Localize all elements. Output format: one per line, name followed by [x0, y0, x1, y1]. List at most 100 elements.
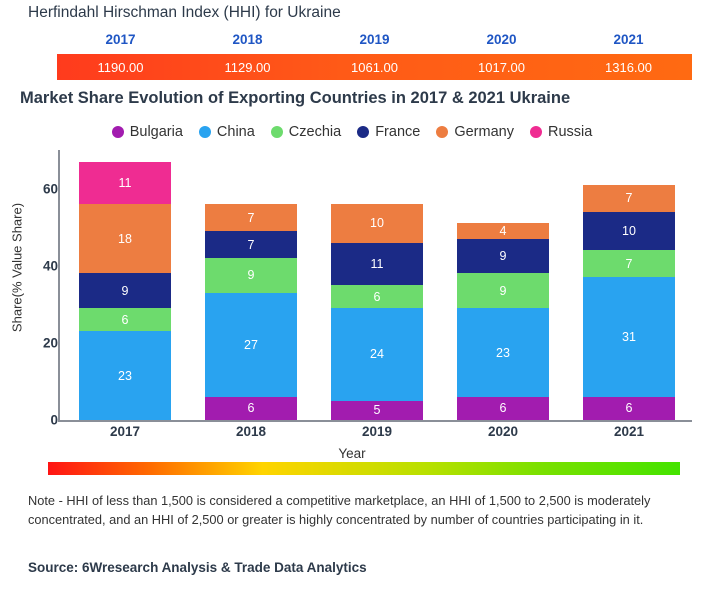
- bar-segment[interactable]: 6: [79, 308, 171, 332]
- legend-item[interactable]: Bulgaria: [111, 124, 183, 140]
- legend-swatch-icon: [529, 126, 542, 138]
- y-tick-label: 40: [42, 258, 58, 274]
- legend-label: Bulgaria: [129, 124, 183, 140]
- bar-stack: 5 24 6 11 10: [331, 204, 423, 420]
- bar-value-label: 6: [247, 401, 255, 416]
- legend-swatch-icon: [436, 126, 449, 138]
- y-axis-line: [58, 150, 60, 421]
- bar-segment[interactable]: 4: [457, 223, 549, 239]
- y-tick-label: 0: [50, 412, 58, 428]
- chart-plot-area: Share(% Value Share) 0 20 40 60 23 6 9 18 11 6 27…: [0, 150, 704, 461]
- legend-item[interactable]: France: [357, 124, 420, 140]
- legend-item[interactable]: China: [198, 124, 255, 140]
- legend-swatch-icon: [357, 126, 370, 138]
- bar-value-label: 7: [247, 237, 255, 252]
- hhi-value-bar: 1190.00 1129.00 1061.00 1017.00 1316.00: [57, 54, 692, 80]
- legend-item[interactable]: Germany: [436, 124, 514, 140]
- source-text: Source: 6Wresearch Analysis & Trade Data…: [28, 560, 367, 575]
- bar-segment[interactable]: 9: [457, 273, 549, 309]
- bar-segment[interactable]: 6: [583, 396, 675, 420]
- bar-segment[interactable]: 6: [205, 396, 297, 420]
- legend-item[interactable]: Czechia: [270, 124, 342, 140]
- hhi-year: 2017: [105, 32, 136, 47]
- bar-column: 5 24 6 11 10: [314, 150, 440, 420]
- bar-value-label: 4: [499, 224, 507, 239]
- bar-segment[interactable]: 7: [583, 250, 675, 278]
- decorative-gradient-bar: [48, 462, 680, 475]
- bar-segment[interactable]: 23: [79, 331, 171, 420]
- bar-value-label: 18: [118, 231, 132, 246]
- bar-value-label: 23: [496, 345, 510, 360]
- legend-item[interactable]: Russia: [529, 124, 592, 140]
- bar-segment[interactable]: 6: [331, 285, 423, 309]
- bar-stack: 23 6 9 18 11: [79, 161, 171, 420]
- legend-swatch-icon: [198, 126, 211, 138]
- bar-value-label: 6: [499, 401, 507, 416]
- bar-segment[interactable]: 9: [79, 273, 171, 309]
- bar-segment[interactable]: 11: [331, 242, 423, 286]
- hhi-year: 2021: [613, 32, 644, 47]
- bar-segment[interactable]: 18: [79, 204, 171, 274]
- bar-stack: 6 23 9 9 4: [457, 223, 549, 420]
- hhi-value: 1316.00: [605, 59, 652, 75]
- y-tick-label: 60: [42, 181, 58, 197]
- bar-segment[interactable]: 7: [583, 184, 675, 212]
- hhi-year: 2019: [359, 32, 390, 47]
- bar-segment[interactable]: 6: [457, 396, 549, 420]
- chart-legend: Bulgaria China Czechia France Germany Russia: [0, 124, 704, 140]
- bar-segment[interactable]: 5: [331, 400, 423, 420]
- hhi-value: 1061.00: [351, 59, 398, 75]
- hhi-value: 1017.00: [478, 59, 525, 75]
- bar-value-label: 11: [118, 175, 132, 190]
- hhi-value: 1129.00: [224, 59, 271, 75]
- bar-value-label: 9: [247, 268, 255, 283]
- bar-value-label: 31: [622, 330, 636, 345]
- bar-segment[interactable]: 11: [79, 161, 171, 205]
- bar-value-label: 11: [370, 256, 384, 271]
- bar-value-label: 23: [118, 368, 132, 383]
- bar-column: 6 27 9 7 7: [188, 150, 314, 420]
- legend-swatch-icon: [111, 126, 124, 138]
- bar-segment[interactable]: 31: [583, 277, 675, 397]
- page-title: Market Share Evolution of Exporting Coun…: [20, 89, 571, 107]
- bar-value-label: 6: [121, 312, 129, 327]
- bar-value-label: 6: [625, 401, 633, 416]
- bar-value-label: 24: [370, 347, 384, 362]
- y-tick-label: 20: [42, 335, 58, 351]
- bar-segment[interactable]: 9: [457, 238, 549, 274]
- note-text: Note - HHI of less than 1,500 is conside…: [28, 493, 651, 527]
- legend-label: China: [216, 124, 255, 140]
- x-axis-title: Year: [338, 446, 366, 461]
- x-axis-ticks: 2017 2018 2019 2020 2021: [62, 424, 692, 439]
- x-tick-label: 2021: [613, 424, 645, 439]
- hhi-year: 2020: [486, 32, 517, 47]
- x-tick-label: 2018: [235, 424, 267, 439]
- bar-value-label: 5: [373, 403, 381, 418]
- legend-label: Czechia: [288, 124, 342, 140]
- bar-segment[interactable]: 7: [205, 204, 297, 232]
- bar-segment[interactable]: 24: [331, 308, 423, 401]
- x-tick-label: 2020: [487, 424, 519, 439]
- hhi-value: 1190.00: [97, 59, 144, 75]
- legend-label: Germany: [454, 124, 514, 140]
- bar-value-label: 7: [247, 210, 255, 225]
- bar-segment[interactable]: 10: [583, 211, 675, 251]
- bar-value-label: 7: [625, 256, 633, 271]
- bar-value-label: 6: [373, 289, 381, 304]
- bar-stack: 6 27 9 7 7: [205, 204, 297, 420]
- bar-segment[interactable]: 7: [205, 231, 297, 259]
- bar-value-label: 10: [622, 224, 636, 239]
- legend-swatch-icon: [270, 126, 283, 138]
- bar-segment[interactable]: 9: [205, 258, 297, 293]
- hhi-year: 2018: [232, 32, 263, 47]
- hhi-title: Herfindahl Hirschman Index (HHI) for Ukr…: [28, 4, 341, 21]
- bar-segment[interactable]: 23: [457, 308, 549, 397]
- bar-column: 6 23 9 9 4: [440, 150, 566, 420]
- bar-value-label: 7: [625, 191, 633, 206]
- legend-label: France: [375, 124, 421, 140]
- bar-column: 6 31 7 10 7: [566, 150, 692, 420]
- bar-segment[interactable]: 27: [205, 292, 297, 397]
- bar-value-label: 9: [121, 283, 129, 298]
- bar-segment[interactable]: 10: [331, 204, 423, 243]
